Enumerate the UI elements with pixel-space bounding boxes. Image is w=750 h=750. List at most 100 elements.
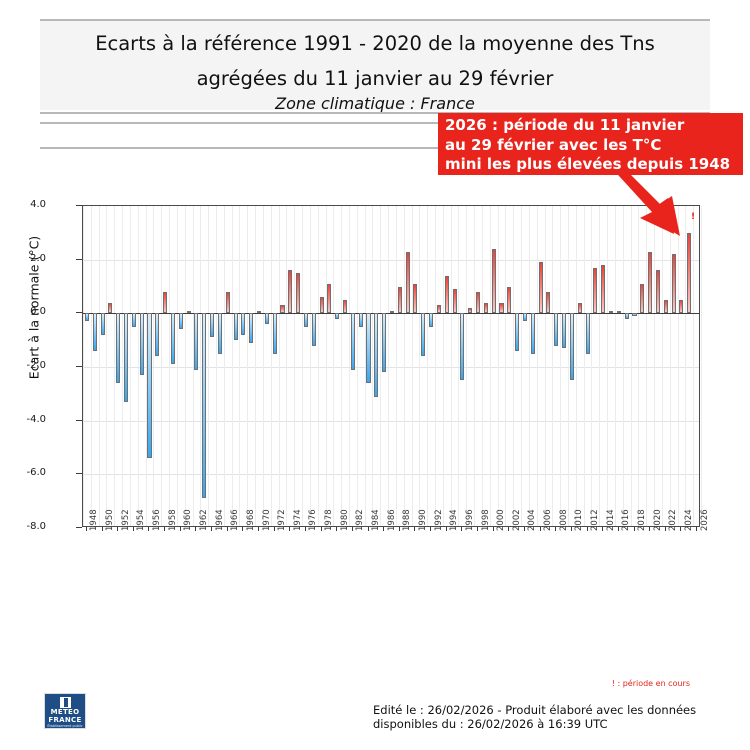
gridline-vertical [631, 206, 632, 526]
gridline-vertical [169, 206, 170, 526]
x-axis-tick-label: 2004 [527, 509, 538, 531]
gridline-vertical [200, 206, 201, 526]
x-axis-tick-mark [101, 527, 103, 531]
y-axis-tick-label: 2.0 [30, 252, 46, 264]
x-axis-tick-label: 2026 [699, 509, 710, 531]
x-axis-tick-label: 1988 [402, 509, 413, 531]
x-axis-tick-mark [508, 527, 510, 531]
meteo-france-logo: METEO FRANCE Établissement public [44, 693, 86, 729]
gridline-vertical [130, 206, 131, 526]
x-axis-tick-label: 1954 [136, 509, 147, 531]
gridline-vertical [435, 206, 436, 526]
gridline-vertical [693, 206, 694, 526]
bar [170, 313, 175, 365]
gridline-vertical [654, 206, 655, 526]
logo-text-2: FRANCE [48, 715, 82, 724]
gridline-vertical [341, 206, 342, 526]
bar [123, 313, 129, 402]
bar [507, 286, 512, 314]
gridline-vertical [161, 206, 162, 526]
y-axis-tick-mark [76, 312, 82, 314]
bar [444, 275, 449, 314]
bar [374, 313, 379, 397]
bar [202, 313, 207, 499]
x-axis-tick-mark [351, 527, 353, 531]
bar [429, 313, 434, 327]
x-axis-tick-label: 1984 [371, 509, 382, 531]
gridline-vertical [623, 206, 624, 526]
x-axis-tick-mark [258, 527, 259, 531]
gridline-vertical [670, 206, 671, 526]
gridline-vertical [333, 206, 334, 526]
bar [343, 299, 348, 314]
x-axis-tick-mark [148, 527, 150, 531]
bar [593, 267, 598, 314]
x-axis-tick-mark [367, 527, 369, 531]
x-axis-tick-mark [85, 527, 87, 531]
gridline-vertical [302, 206, 303, 526]
x-axis-tick-mark [617, 527, 619, 531]
bar [264, 313, 269, 325]
header-rule-1 [40, 112, 710, 114]
bar [491, 248, 496, 314]
y-axis-tick-mark [76, 366, 82, 367]
x-axis-tick-label: 2016 [621, 509, 632, 531]
gridline-vertical [138, 206, 139, 526]
bar [389, 310, 395, 314]
bar [116, 313, 121, 384]
y-axis-tick-mark [76, 527, 82, 528]
gridline-vertical [412, 206, 413, 526]
callout-line-2: au 29 février avec les T°C [445, 135, 662, 154]
gridline-vertical [458, 206, 459, 526]
x-axis-tick-mark [477, 527, 479, 531]
bar [194, 313, 199, 370]
x-axis-tick-label: 1994 [449, 509, 460, 531]
bar [288, 270, 293, 314]
bar [311, 313, 316, 346]
bar [421, 313, 426, 357]
bar [640, 283, 645, 314]
footer-credits: Edité le : 26/02/2026 - Produit élaboré … [373, 703, 743, 731]
x-axis-tick-label: 2022 [668, 509, 679, 531]
bar [225, 291, 230, 314]
gridline-vertical [529, 206, 530, 526]
gridline-vertical [357, 206, 358, 526]
x-axis-tick-label: 1992 [433, 509, 444, 531]
x-axis-tick-label: 1976 [308, 509, 319, 531]
bar [483, 302, 488, 314]
x-axis-tick-mark [492, 527, 494, 531]
bar [515, 313, 520, 351]
x-axis-tick-label: 2002 [511, 509, 522, 531]
bar [468, 307, 473, 314]
callout-line-1: 2026 : période du 11 janvier [445, 116, 685, 134]
gridline-vertical [568, 206, 569, 526]
header-rule-2 [40, 122, 710, 124]
x-axis-tick-mark [664, 527, 666, 531]
bar [609, 310, 614, 314]
bar [303, 313, 308, 327]
annotation-callout: 2026 : période du 11 janvier au 29 févri… [438, 113, 743, 175]
gridline-vertical [685, 206, 686, 526]
logo-text-1: METEO [50, 708, 80, 716]
footer-line-2: disponibles du : 26/02/2026 à 16:39 UTC [373, 717, 608, 731]
gridline-vertical [552, 206, 553, 526]
x-axis-tick-mark [570, 527, 572, 531]
x-axis-tick-label: 1948 [89, 509, 100, 531]
gridline-vertical [91, 206, 92, 526]
bar [687, 232, 692, 314]
gridline-horizontal [83, 420, 699, 422]
bar [562, 313, 567, 349]
x-axis-tick-label: 1966 [230, 509, 241, 531]
bar [335, 313, 340, 319]
bar [350, 313, 355, 370]
x-axis-tick-mark [398, 527, 400, 531]
x-axis-tick-label: 1962 [198, 509, 209, 531]
gridline-vertical [482, 206, 483, 526]
gridline-vertical [545, 206, 546, 526]
x-axis-tick-label: 2014 [605, 509, 616, 531]
x-axis-tick-mark [523, 527, 525, 531]
bar [296, 273, 301, 314]
bar [100, 313, 105, 335]
y-axis-tick-label: -4.0 [26, 413, 46, 425]
page-title-line1: Ecarts à la référence 1991 - 2020 de la … [95, 32, 655, 55]
